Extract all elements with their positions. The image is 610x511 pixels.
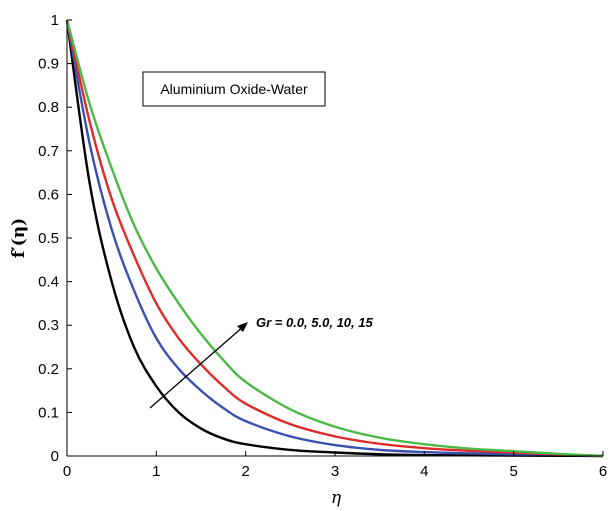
x-tick-label: 0: [63, 463, 71, 480]
annotation-arrow: [149, 322, 248, 409]
y-tick-label: 0.3: [38, 317, 59, 334]
legend-box: Aluminium Oxide-Water: [142, 71, 326, 107]
x-tick-label: 3: [331, 463, 339, 480]
y-tick-label: 0.6: [38, 186, 59, 203]
y-tick-label: 0.7: [38, 143, 59, 160]
y-tick-label: 1: [51, 12, 59, 29]
x-axis-label: η: [331, 488, 342, 508]
y-tick-label: 0.5: [38, 230, 59, 247]
y-tick-label: 0: [51, 448, 59, 465]
x-tick-label: 2: [241, 463, 249, 480]
y-axis-label: f′(η): [9, 218, 29, 258]
y-tick-label: 0.8: [38, 99, 59, 116]
x-tick-label: 6: [599, 463, 607, 480]
y-tick-label: 0.4: [38, 274, 59, 291]
x-tick-label: 4: [420, 463, 428, 480]
ticks-group: 0 1 2 3 4 5 6 0 0.1 0.2 0.3 0.4 0.5 0.6 0.7 0.8 0.9 1: [38, 12, 607, 480]
series-line-2: [65, 19, 604, 458]
series-line-3: [65, 19, 604, 458]
series-line-4: [65, 19, 604, 458]
y-tick-label: 0.1: [38, 404, 59, 421]
y-tick-label: 0.9: [38, 56, 59, 73]
y-tick-label: 0.2: [38, 361, 59, 378]
annotation-text: Gr = 0.0, 5.0, 10, 15: [256, 315, 373, 330]
series-line-1: [65, 19, 604, 458]
x-tick-label: 5: [509, 463, 517, 480]
series-group: [65, 19, 604, 458]
legend-box-label: Aluminium Oxide-Water: [160, 81, 308, 97]
x-tick-label: 1: [152, 463, 160, 480]
